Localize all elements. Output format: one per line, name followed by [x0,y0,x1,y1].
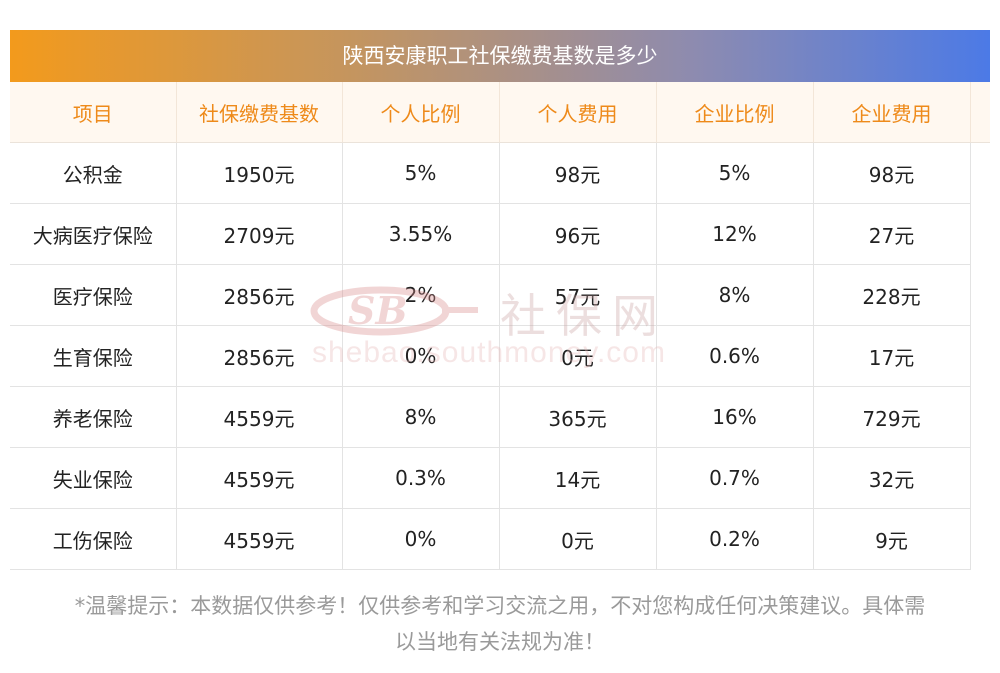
header-company-rate: 企业比例 [656,82,814,143]
cell-personal-cost: 14元 [499,447,657,509]
cell-item: 失业保险 [10,447,177,509]
social-insurance-table-container: 项目 社保缴费基数 个人比例 个人费用 企业比例 企业费用 公积金 1950元 … [10,82,990,570]
row-padding [970,509,990,570]
cell-base: 4559元 [176,447,343,509]
header-padding [970,82,990,143]
header-item: 项目 [10,82,177,143]
table-row: 失业保险 4559元 0.3% 14元 0.7% 32元 [10,447,990,509]
row-padding [970,265,990,326]
cell-base: 4559元 [176,508,343,570]
cell-base: 1950元 [176,142,343,204]
header-personal-rate: 个人比例 [342,82,500,143]
table-row: 公积金 1950元 5% 98元 5% 98元 [10,142,990,204]
cell-personal-rate: 5% [342,142,500,204]
header-base: 社保缴费基数 [176,82,343,143]
disclaimer-line-1: *温馨提示：本数据仅供参考！仅供参考和学习交流之用，不对您构成任何决策建议。具体… [74,594,926,618]
cell-personal-cost: 57元 [499,264,657,326]
disclaimer-line-2: 以当地有关法规为准！ [395,630,605,654]
cell-personal-rate: 3.55% [342,203,500,265]
table-row: 医疗保险 2856元 2% 57元 8% 228元 [10,264,990,326]
cell-company-cost: 32元 [813,447,971,509]
cell-base: 4559元 [176,386,343,448]
row-padding [970,143,990,204]
cell-company-rate: 12% [656,203,814,265]
cell-personal-rate: 2% [342,264,500,326]
table-row: 生育保险 2856元 0% 0元 0.6% 17元 [10,325,990,387]
cell-company-rate: 0.7% [656,447,814,509]
cell-base: 2856元 [176,264,343,326]
cell-item: 养老保险 [10,386,177,448]
cell-personal-cost: 365元 [499,386,657,448]
cell-personal-cost: 0元 [499,508,657,570]
table-row: 养老保险 4559元 8% 365元 16% 729元 [10,386,990,448]
cell-company-cost: 729元 [813,386,971,448]
cell-company-cost: 98元 [813,142,971,204]
cell-company-rate: 8% [656,264,814,326]
row-padding [970,326,990,387]
cell-personal-rate: 0.3% [342,447,500,509]
table-header-row: 项目 社保缴费基数 个人比例 个人费用 企业比例 企业费用 [10,82,990,143]
cell-item: 医疗保险 [10,264,177,326]
table-title: 陕西安康职工社保缴费基数是多少 [10,30,990,82]
row-padding [970,448,990,509]
cell-company-cost: 228元 [813,264,971,326]
cell-personal-cost: 98元 [499,142,657,204]
table-row: 工伤保险 4559元 0% 0元 0.2% 9元 [10,508,990,570]
header-company-cost: 企业费用 [813,82,971,143]
cell-company-cost: 27元 [813,203,971,265]
cell-personal-rate: 0% [342,508,500,570]
cell-item: 公积金 [10,142,177,204]
row-padding [970,387,990,448]
cell-company-cost: 9元 [813,508,971,570]
disclaimer-note: *温馨提示：本数据仅供参考！仅供参考和学习交流之用，不对您构成任何决策建议。具体… [10,588,990,660]
cell-company-rate: 16% [656,386,814,448]
header-personal-cost: 个人费用 [499,82,657,143]
cell-personal-rate: 0% [342,325,500,387]
cell-item: 生育保险 [10,325,177,387]
table-row: 大病医疗保险 2709元 3.55% 96元 12% 27元 [10,203,990,265]
cell-company-rate: 5% [656,142,814,204]
cell-base: 2709元 [176,203,343,265]
cell-company-rate: 0.6% [656,325,814,387]
cell-item: 大病医疗保险 [10,203,177,265]
cell-personal-rate: 8% [342,386,500,448]
cell-item: 工伤保险 [10,508,177,570]
cell-company-rate: 0.2% [656,508,814,570]
cell-company-cost: 17元 [813,325,971,387]
row-padding [970,204,990,265]
cell-personal-cost: 96元 [499,203,657,265]
cell-personal-cost: 0元 [499,325,657,387]
cell-base: 2856元 [176,325,343,387]
social-insurance-table: 项目 社保缴费基数 个人比例 个人费用 企业比例 企业费用 公积金 1950元 … [10,82,990,570]
